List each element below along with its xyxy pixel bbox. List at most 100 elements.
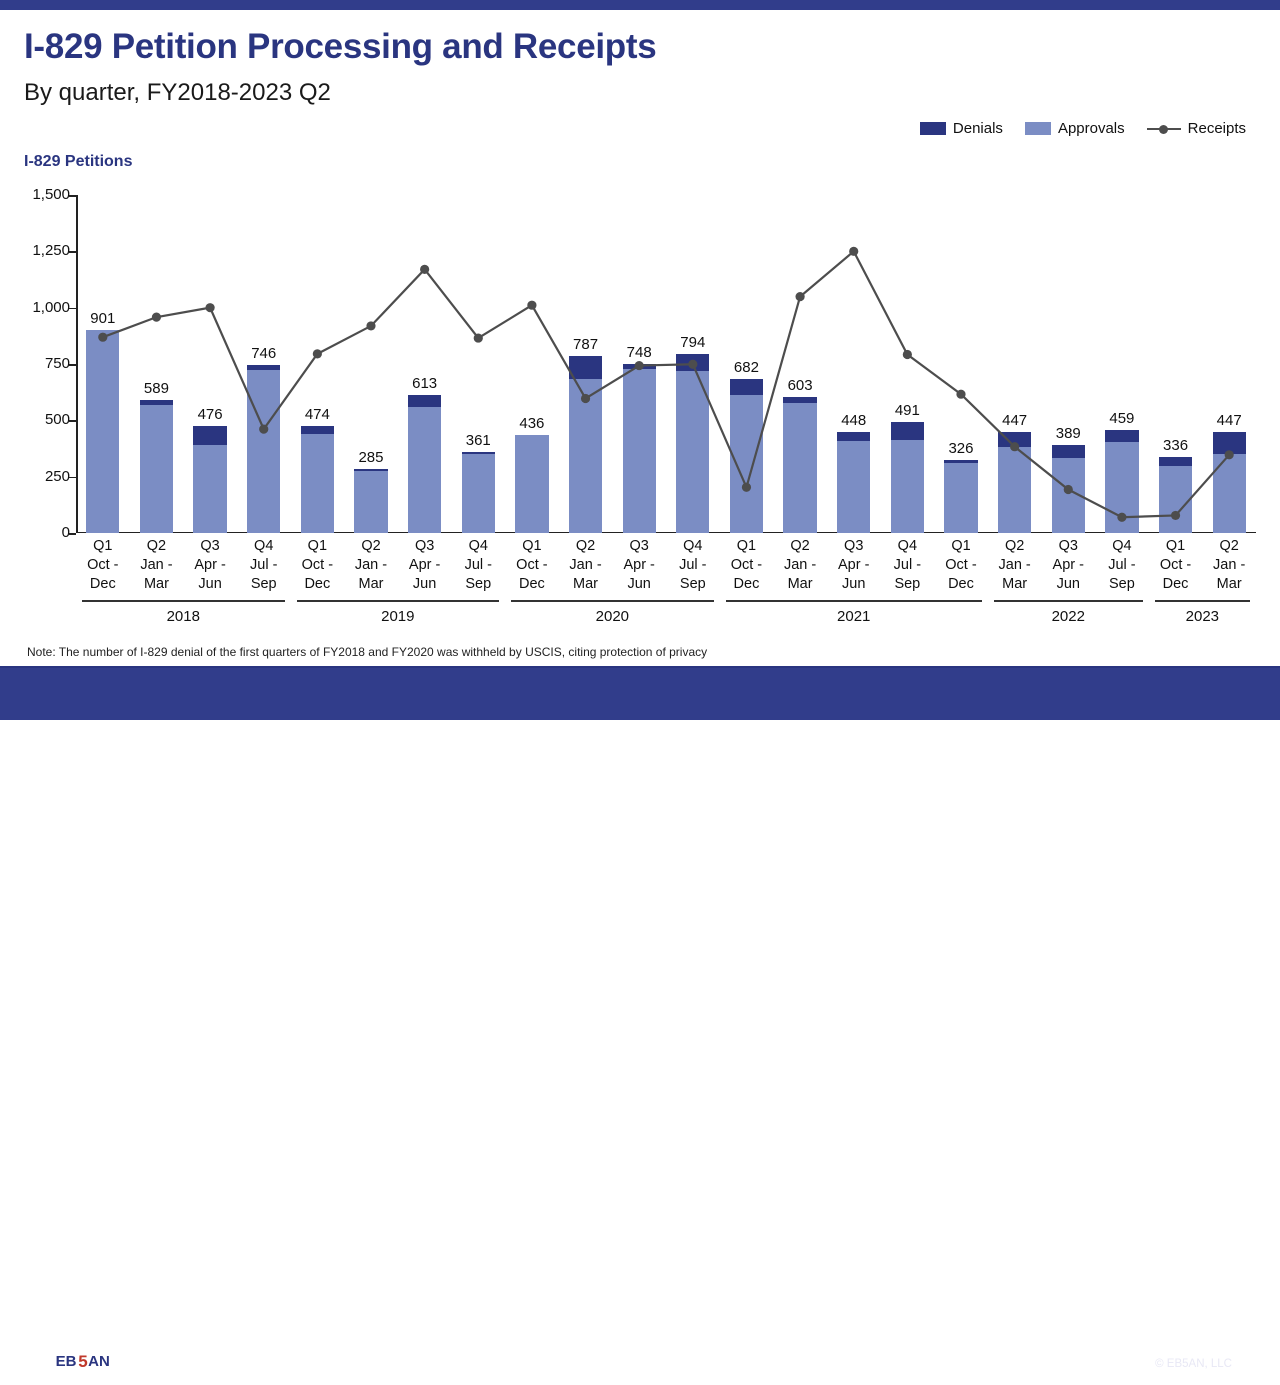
- receipts-data-point[interactable]: [420, 264, 430, 274]
- bar-column[interactable]: [300, 426, 334, 533]
- receipts-data-point[interactable]: [98, 332, 108, 342]
- bar-segment-approvals: [998, 446, 1032, 533]
- x-axis-month-start: Jan -: [1213, 557, 1246, 573]
- y-axis-tick-label: 1,000: [32, 298, 70, 316]
- bar-segment-denials: [890, 422, 924, 441]
- bar-segment-approvals: [622, 369, 656, 533]
- bar-segment-denials: [193, 425, 227, 445]
- receipts-data-point[interactable]: [1010, 442, 1020, 452]
- receipts-data-point[interactable]: [205, 303, 215, 313]
- receipts-data-point[interactable]: [1063, 484, 1073, 495]
- bar-segment-approvals: [837, 440, 871, 533]
- x-axis-quarter: Q4: [897, 538, 918, 554]
- x-axis-label: Q2 Jan - Mar: [559, 537, 613, 594]
- receipts-data-point[interactable]: [956, 389, 966, 399]
- svg-text:5: 5: [78, 1352, 87, 1371]
- bar-column[interactable]: [622, 364, 656, 533]
- x-axis-month-end: Dec: [518, 576, 545, 592]
- receipts-data-point[interactable]: [849, 246, 859, 256]
- x-axis-quarter: Q3: [844, 538, 864, 554]
- x-axis-month-end: Dec: [304, 576, 331, 592]
- bar-column[interactable]: [944, 459, 978, 533]
- legend-item-approvals[interactable]: Approvals: [1024, 120, 1125, 137]
- bar-segment-denials: [837, 432, 871, 441]
- bar-column[interactable]: [408, 394, 442, 533]
- chart-plot-area: 0 250 500 750 1,000 1,250 1,500 901 589 476 746 47…: [32, 186, 1256, 541]
- x-axis-quarter: Q3: [629, 538, 649, 554]
- legend-item-receipts[interactable]: Receipts: [1146, 120, 1246, 137]
- x-axis-month-end: Mar: [787, 576, 813, 592]
- receipts-data-point[interactable]: [795, 292, 805, 302]
- bar-column[interactable]: [1158, 457, 1193, 533]
- bar-total-label: 682: [733, 359, 759, 377]
- x-axis-label: Q4 Jul - Sep: [451, 537, 505, 594]
- receipts-data-point[interactable]: [312, 349, 322, 359]
- x-axis-month-end: Mar: [573, 576, 599, 592]
- x-axis-label: Q1 Oct - Dec: [1149, 537, 1203, 594]
- receipts-data-point[interactable]: [688, 359, 698, 369]
- bar-column[interactable]: [86, 329, 120, 533]
- bar-column[interactable]: [461, 451, 495, 533]
- y-axis-tick: [69, 195, 76, 197]
- x-axis-month-start: Jul -: [1108, 557, 1136, 573]
- receipts-data-point[interactable]: [741, 482, 752, 492]
- bar-segment-denials: [461, 451, 495, 454]
- x-axis-month-start: Oct -: [301, 557, 334, 573]
- y-axis-tick: [69, 251, 76, 253]
- top-accent-bar: [0, 0, 1280, 10]
- x-axis-quarter: Q2: [361, 538, 381, 554]
- bar-total-label: 436: [519, 414, 545, 432]
- x-axis-label: Q4 Jul - Sep: [881, 537, 935, 594]
- bar-column[interactable]: [998, 432, 1032, 533]
- receipts-data-point[interactable]: [1117, 512, 1127, 522]
- legend-item-denials[interactable]: Denials: [919, 120, 1003, 137]
- x-axis-label: Q3 Apr - Jun: [612, 537, 666, 594]
- x-axis-label: Q3 Apr - Jun: [827, 537, 881, 594]
- receipts-data-point[interactable]: [634, 360, 644, 371]
- x-axis-quarter: Q4: [254, 538, 274, 554]
- receipts-line-layer: [98, 246, 1234, 522]
- bar-column[interactable]: [837, 432, 871, 533]
- x-axis-month-start: Oct -: [1159, 557, 1192, 573]
- receipts-data-point[interactable]: [151, 312, 162, 322]
- x-axis-quarter: Q1: [307, 538, 328, 554]
- bar-column[interactable]: [890, 422, 924, 533]
- receipts-data-point[interactable]: [902, 349, 912, 360]
- receipts-data-point[interactable]: [580, 393, 591, 404]
- bar-column[interactable]: [354, 468, 388, 533]
- x-axis-quarter: Q2: [575, 538, 596, 554]
- legend-line-marker-icon: [1146, 122, 1181, 135]
- bar-column[interactable]: [568, 355, 603, 533]
- x-axis-label: Q4 Jul - Sep: [1095, 537, 1149, 594]
- receipts-data-point[interactable]: [366, 321, 376, 331]
- bar-segment-denials: [783, 397, 817, 404]
- x-axis-month-start: Jan -: [998, 557, 1031, 573]
- bar-segment-approvals: [193, 444, 227, 533]
- chart-footnote: Note: The number of I-829 denial of the …: [27, 645, 708, 659]
- bar-segment-denials: [568, 355, 603, 379]
- x-axis-quarter: Q1: [1165, 538, 1186, 554]
- y-axis-tick: [69, 476, 76, 479]
- bar-column[interactable]: [515, 434, 549, 533]
- bar-column[interactable]: [783, 397, 817, 533]
- receipts-data-point[interactable]: [473, 333, 483, 343]
- x-axis-label: Q4 Jul - Sep: [237, 537, 291, 594]
- bar-column[interactable]: [193, 425, 227, 533]
- bar-column[interactable]: [139, 400, 174, 533]
- bar-column[interactable]: [247, 364, 281, 533]
- bar-total-label: 459: [1109, 409, 1135, 427]
- receipts-data-point[interactable]: [527, 300, 537, 310]
- year-group-rule: [296, 600, 500, 602]
- bar-total-label: 447: [1216, 412, 1242, 430]
- bar-segment-denials: [944, 459, 978, 464]
- y-axis-tick-label: 0: [61, 524, 70, 541]
- bar-column[interactable]: [1105, 429, 1139, 533]
- receipts-data-point[interactable]: [1170, 510, 1181, 521]
- x-axis-quarter: Q4: [683, 538, 703, 554]
- bar-total-label: 748: [626, 344, 652, 362]
- receipts-data-point[interactable]: [259, 424, 269, 434]
- x-axis-line: [76, 531, 1256, 533]
- receipts-data-point[interactable]: [1224, 450, 1234, 460]
- x-axis-label: Q2 Jan - Mar: [344, 537, 398, 594]
- x-axis-month-end: Jun: [412, 576, 437, 592]
